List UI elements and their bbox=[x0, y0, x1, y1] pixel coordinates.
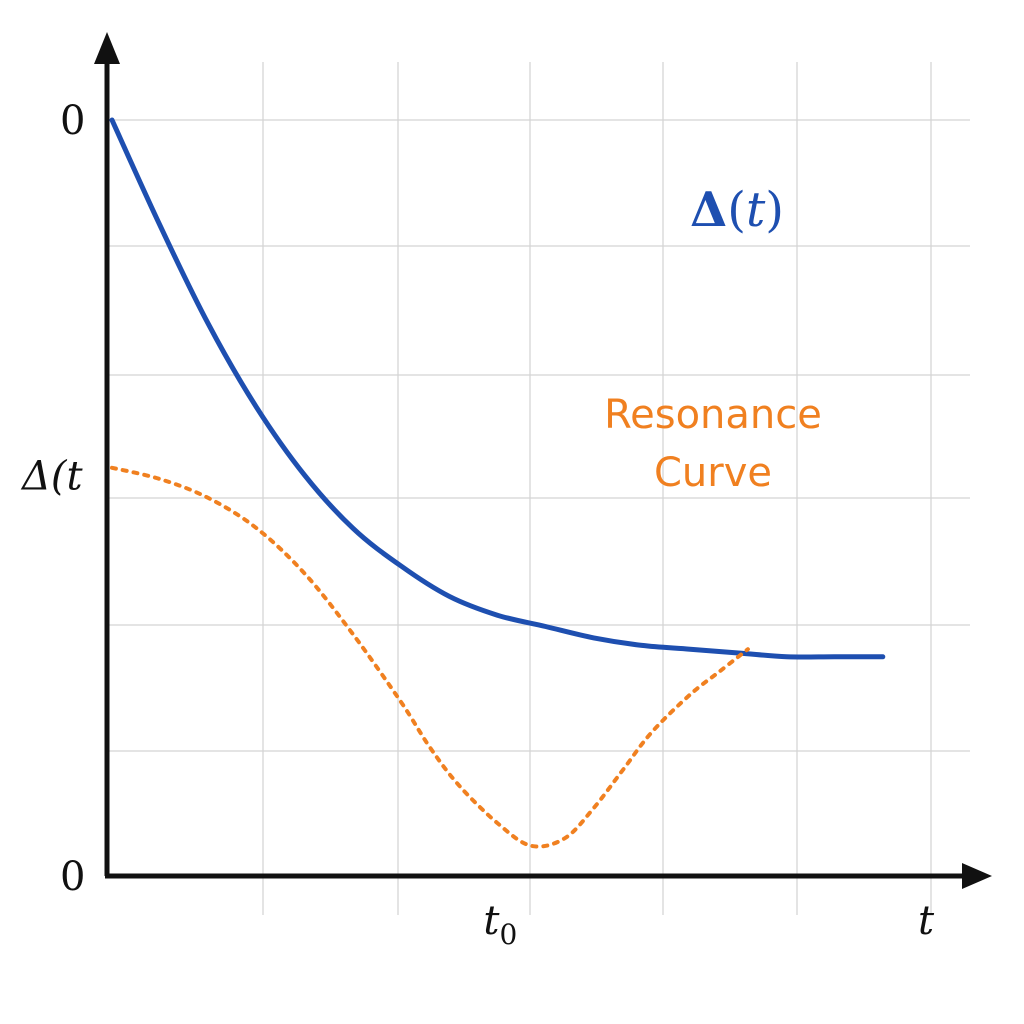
grid bbox=[107, 62, 970, 915]
annotation-line2: Curve bbox=[654, 450, 772, 496]
x-axis-arrow bbox=[962, 863, 992, 889]
annotation-line1: Resonance bbox=[604, 392, 822, 438]
legend-delta-symbol: Δ bbox=[690, 182, 727, 238]
series-layer bbox=[109, 117, 886, 849]
legend-paren-open: ( bbox=[727, 182, 746, 238]
legend-paren-close: ) bbox=[765, 182, 784, 238]
y-axis-arrow bbox=[94, 32, 120, 64]
y-tick-label: 0 bbox=[60, 854, 85, 900]
legend-delta-t: Δ(t) bbox=[690, 182, 784, 238]
x-tick-subscript: 0 bbox=[499, 918, 517, 951]
series-dotted-curve bbox=[110, 465, 750, 849]
y-tick-label: Δ(t bbox=[20, 453, 83, 499]
y-tick-label: 0 bbox=[60, 98, 85, 144]
legend-variable: t bbox=[746, 182, 766, 238]
x-tick-label: t0 bbox=[483, 898, 517, 951]
x-axis-label: t bbox=[918, 898, 935, 944]
x-tick-main: t bbox=[483, 898, 500, 944]
